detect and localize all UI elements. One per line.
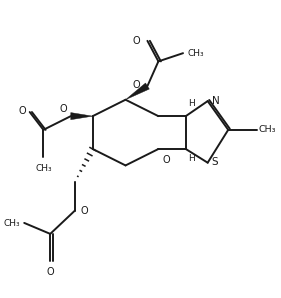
Text: CH₃: CH₃ [258,125,276,134]
Text: O: O [132,36,140,46]
Text: H: H [188,99,195,108]
Text: O: O [133,80,140,90]
Text: CH₃: CH₃ [187,49,204,58]
Text: CH₃: CH₃ [35,164,52,173]
Text: H: H [188,154,195,164]
Text: O: O [46,267,54,277]
Polygon shape [126,83,149,100]
Polygon shape [71,113,93,120]
Text: O: O [59,104,67,114]
Text: O: O [80,206,88,216]
Text: CH₃: CH₃ [3,219,20,228]
Text: S: S [212,157,218,167]
Text: O: O [19,106,26,117]
Text: O: O [162,155,170,165]
Text: N: N [212,96,219,105]
